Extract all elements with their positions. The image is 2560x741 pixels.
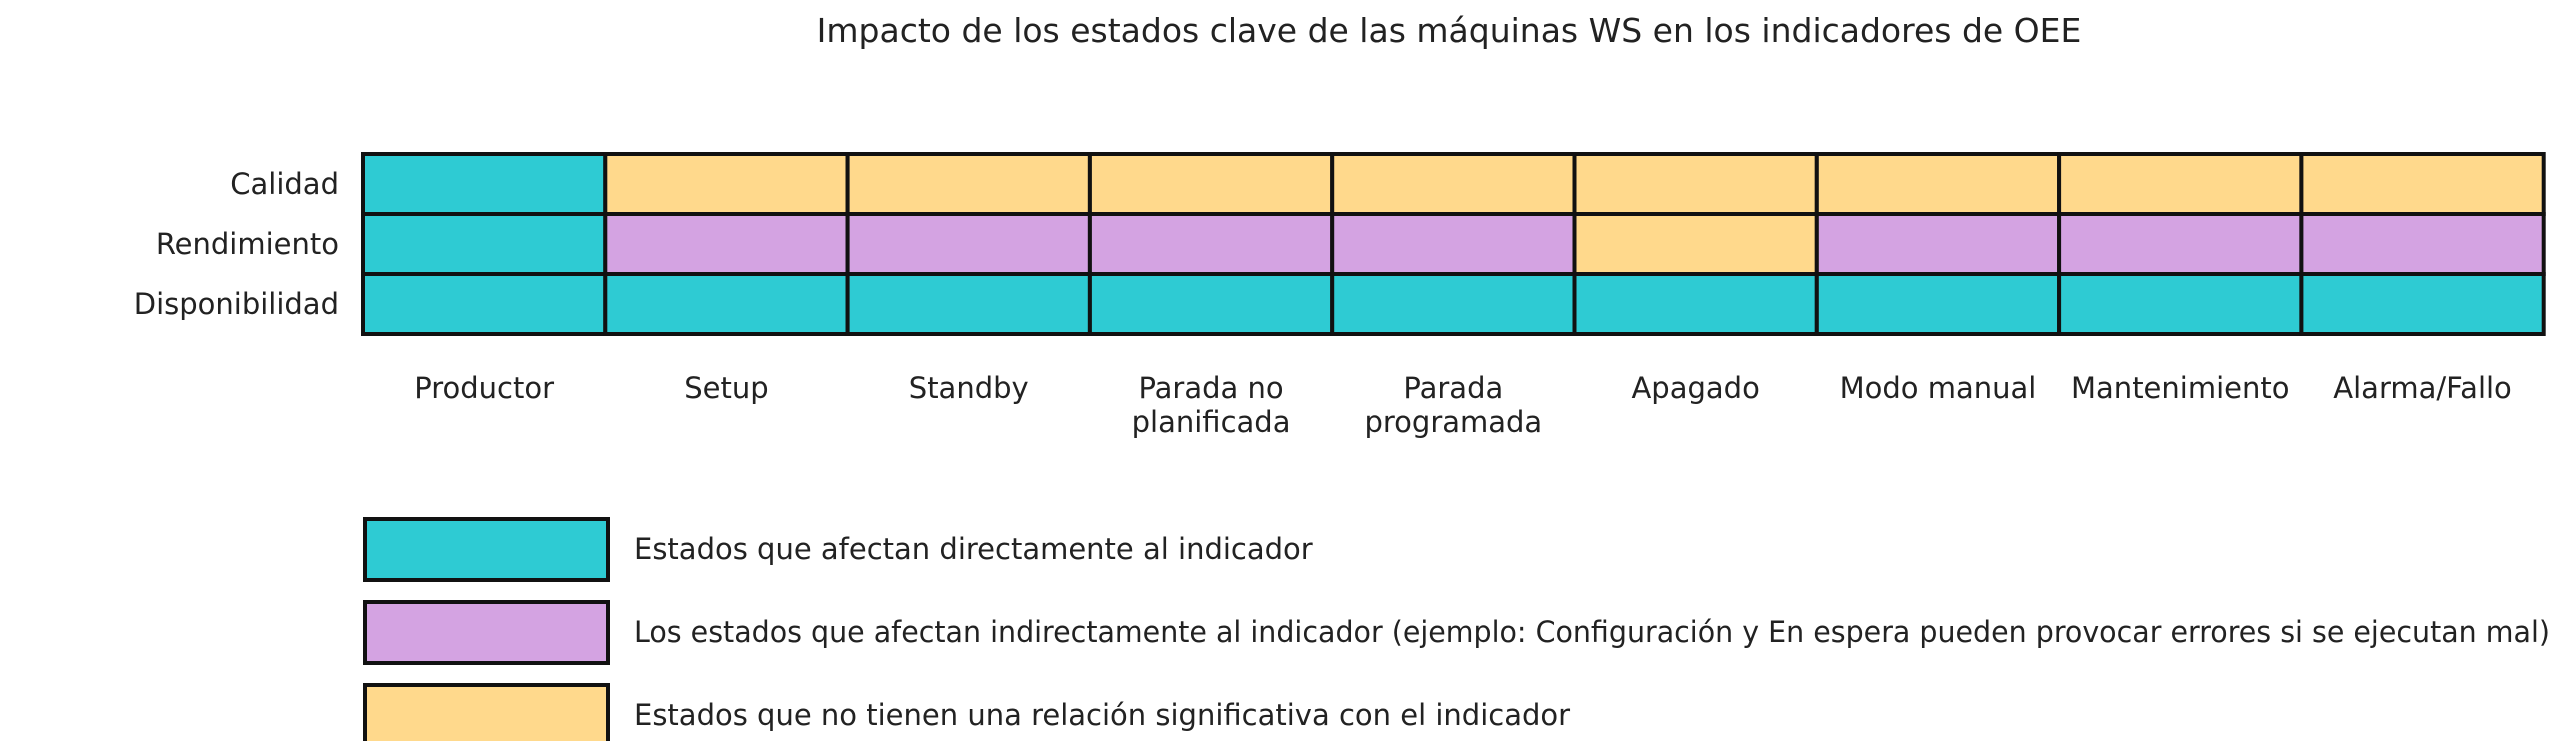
cell-rendimiento-parada-no-planificada — [1087, 212, 1335, 276]
row-label-calidad: Calidad — [230, 167, 339, 201]
legend: Estados que afectan directamente al indi… — [363, 517, 2550, 741]
row-labels: Calidad Rendimiento Disponibilidad — [134, 167, 339, 321]
chart-title: Impacto de los estados clave de las máqu… — [817, 11, 2082, 50]
cell-disponibilidad-modo-manual — [1814, 272, 2062, 336]
column-label-parada-no-planificada: Parada no planificada — [1132, 371, 1291, 439]
cell-rendimiento-modo-manual — [1814, 212, 2062, 276]
column-label-setup: Setup — [684, 371, 768, 405]
legend-swatch-indirect — [363, 600, 610, 665]
heatmap-cells — [361, 152, 2546, 336]
legend-label-direct: Estados que afectan directamente al indi… — [634, 532, 1313, 566]
column-label-mantenimiento: Mantenimiento — [2071, 371, 2289, 405]
cell-rendimiento-alarma-fallo — [2299, 212, 2546, 276]
cell-disponibilidad-parada-no-planificada — [1087, 272, 1335, 336]
cell-rendimiento-productor — [361, 212, 608, 276]
legend-swatch-none — [363, 683, 610, 741]
cell-disponibilidad-productor — [361, 272, 608, 336]
cell-rendimiento-mantenimiento — [2057, 212, 2304, 276]
cell-rendimiento-setup — [603, 212, 850, 276]
column-label-standby: Standby — [909, 371, 1029, 405]
cell-calidad-parada-programada — [1330, 152, 1577, 216]
cell-disponibilidad-alarma-fallo — [2299, 272, 2546, 336]
row-label-disponibilidad: Disponibilidad — [134, 287, 339, 321]
legend-label-none: Estados que no tienen una relación signi… — [634, 698, 1570, 732]
cell-disponibilidad-setup — [603, 272, 850, 336]
cell-rendimiento-parada-programada — [1330, 212, 1577, 276]
cell-disponibilidad-mantenimiento — [2057, 272, 2304, 336]
cell-calidad-apagado — [1572, 152, 1819, 216]
cell-calidad-alarma-fallo — [2299, 152, 2546, 216]
cell-disponibilidad-parada-programada — [1330, 272, 1577, 336]
cell-calidad-productor — [361, 152, 608, 216]
cell-rendimiento-standby — [845, 212, 1092, 276]
column-label-parada-programada: Parada programada — [1364, 371, 1542, 439]
column-label-apagado: Apagado — [1631, 371, 1759, 405]
cell-disponibilidad-apagado — [1572, 272, 1819, 336]
cell-rendimiento-apagado — [1572, 212, 1819, 276]
cell-calidad-setup — [603, 152, 850, 216]
legend-label-indirect: Los estados que afectan indirectamente a… — [634, 615, 2550, 649]
cell-calidad-modo-manual — [1814, 152, 2062, 216]
column-label-productor: Productor — [414, 371, 554, 405]
cell-calidad-mantenimiento — [2057, 152, 2304, 216]
column-label-alarma-fallo: Alarma/Fallo — [2333, 371, 2512, 405]
legend-swatch-direct — [363, 517, 610, 582]
cell-disponibilidad-standby — [845, 272, 1092, 336]
column-labels: Productor Setup Standby Parada no planificad… — [414, 371, 2512, 439]
row-label-rendimiento: Rendimiento — [156, 227, 339, 261]
cell-calidad-standby — [845, 152, 1092, 216]
column-label-modo-manual: Modo manual — [1840, 371, 2037, 405]
cell-calidad-parada-no-planificada — [1087, 152, 1335, 216]
